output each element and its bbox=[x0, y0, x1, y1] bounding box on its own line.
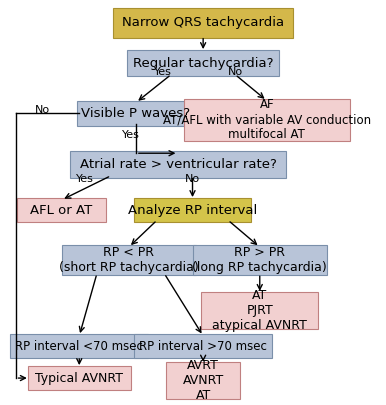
Text: AVRT
AVNRT
AT: AVRT AVNRT AT bbox=[183, 359, 224, 402]
Text: Regular tachycardia?: Regular tachycardia? bbox=[133, 57, 273, 70]
FancyBboxPatch shape bbox=[113, 8, 293, 38]
Text: AT
PJRT
atypical AVNRT: AT PJRT atypical AVNRT bbox=[212, 289, 307, 332]
FancyBboxPatch shape bbox=[134, 198, 251, 222]
Text: RP > PR
(long RP tachycardia): RP > PR (long RP tachycardia) bbox=[192, 246, 327, 274]
Text: No: No bbox=[227, 67, 242, 77]
FancyBboxPatch shape bbox=[166, 362, 240, 399]
Text: Yes: Yes bbox=[76, 174, 93, 184]
Text: RP < PR
(short RP tachycardia): RP < PR (short RP tachycardia) bbox=[59, 246, 199, 274]
FancyBboxPatch shape bbox=[28, 366, 130, 390]
Text: No: No bbox=[34, 104, 50, 115]
Text: RP interval >70 msec: RP interval >70 msec bbox=[139, 339, 267, 352]
Text: Yes: Yes bbox=[122, 130, 139, 140]
FancyBboxPatch shape bbox=[61, 245, 196, 275]
FancyBboxPatch shape bbox=[184, 99, 350, 141]
Text: No: No bbox=[185, 174, 200, 184]
FancyBboxPatch shape bbox=[10, 334, 148, 358]
FancyBboxPatch shape bbox=[193, 245, 327, 275]
Text: Narrow QRS tachycardia: Narrow QRS tachycardia bbox=[122, 16, 284, 29]
FancyBboxPatch shape bbox=[70, 151, 286, 177]
Text: Analyze RP interval: Analyze RP interval bbox=[128, 203, 257, 217]
FancyBboxPatch shape bbox=[17, 198, 106, 222]
Text: Yes: Yes bbox=[154, 67, 171, 77]
Text: RP interval <70 msec: RP interval <70 msec bbox=[15, 339, 143, 352]
Text: Typical AVNRT: Typical AVNRT bbox=[35, 371, 123, 385]
Text: Atrial rate > ventricular rate?: Atrial rate > ventricular rate? bbox=[80, 158, 277, 171]
Text: Visible P waves?: Visible P waves? bbox=[81, 107, 190, 120]
FancyBboxPatch shape bbox=[78, 101, 194, 126]
Text: AF
AT/AFL with variable AV conduction
multifocal AT: AF AT/AFL with variable AV conduction mu… bbox=[163, 98, 371, 141]
FancyBboxPatch shape bbox=[201, 292, 318, 329]
FancyBboxPatch shape bbox=[127, 50, 279, 76]
FancyBboxPatch shape bbox=[134, 334, 272, 358]
Text: AFL or AT: AFL or AT bbox=[30, 203, 93, 217]
